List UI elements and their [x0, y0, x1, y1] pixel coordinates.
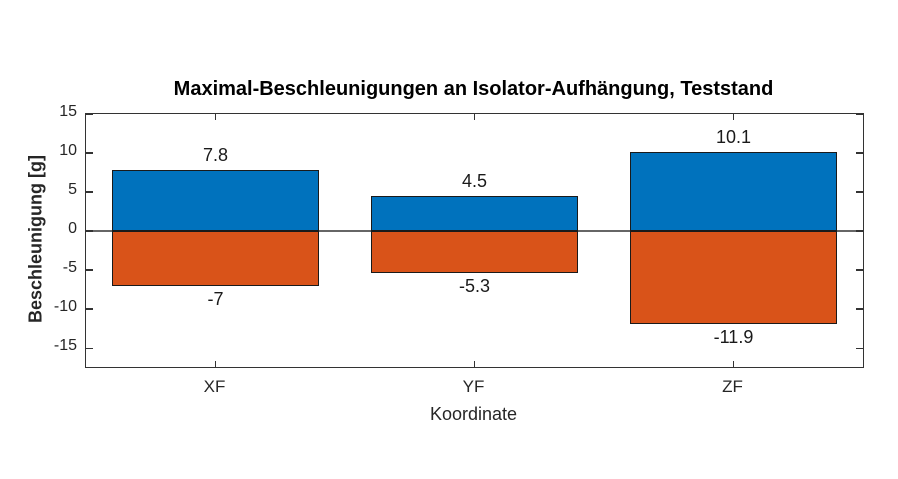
x-tick-bottom-yf — [473, 361, 476, 367]
x-category-label-xf: XF — [203, 377, 226, 396]
y-tick-right--10 — [856, 308, 863, 310]
y-tick-left--15 — [86, 347, 93, 349]
y-tick-right-10 — [856, 152, 863, 154]
value-label-xf-positive: 7.8 — [202, 145, 229, 166]
x-axis-label: Koordinate — [429, 404, 518, 424]
x-tick-top-zf — [732, 114, 735, 120]
y-tick-label--15: -15 — [53, 337, 77, 355]
x-tick-bottom-zf — [732, 361, 735, 367]
bar-xf-negative — [111, 231, 320, 286]
value-label-xf-negative: -7 — [207, 288, 224, 309]
bar-zf-negative — [629, 231, 838, 325]
y-tick-right-15 — [856, 113, 863, 115]
y-tick-label--10: -10 — [53, 298, 77, 316]
x-tick-bottom-xf — [214, 361, 217, 367]
x-category-label-yf: YF — [462, 377, 485, 396]
y-tick-right--15 — [856, 347, 863, 349]
bar-xf-positive — [111, 170, 320, 232]
plot-area: 7.8 -7 4.5 -5.3 10.1 -11.9 — [85, 113, 864, 368]
y-tick-label--5: -5 — [62, 259, 77, 277]
x-tick-top-xf — [214, 114, 217, 120]
value-label-yf-negative: -5.3 — [458, 275, 491, 296]
y-tick-label-0: 0 — [68, 220, 77, 238]
bar-yf-negative — [370, 231, 579, 273]
bar-zf-positive — [629, 152, 838, 232]
y-tick-right-5 — [856, 191, 863, 193]
y-tick-right--5 — [856, 269, 863, 271]
y-tick-left-15 — [86, 113, 93, 115]
bar-yf-positive — [370, 195, 579, 232]
y-tick-left--5 — [86, 269, 93, 271]
x-category-label-zf: ZF — [722, 377, 743, 396]
y-tick-left--10 — [86, 308, 93, 310]
y-tick-label-10: 10 — [59, 142, 77, 160]
y-tick-left-10 — [86, 152, 93, 154]
y-tick-right-0 — [856, 230, 863, 232]
value-label-zf-negative: -11.9 — [713, 327, 754, 348]
value-label-yf-positive: 4.5 — [461, 170, 488, 191]
y-tick-left-5 — [86, 191, 93, 193]
chart-title: Maximal-Beschleunigungen an Isolator-Auf… — [173, 78, 774, 100]
y-tick-label-15: 15 — [59, 103, 77, 120]
y-tick-label-5: 5 — [68, 181, 77, 199]
value-label-zf-positive: 10.1 — [715, 127, 752, 148]
x-tick-top-yf — [473, 114, 476, 120]
y-tick-left-0 — [86, 230, 93, 232]
